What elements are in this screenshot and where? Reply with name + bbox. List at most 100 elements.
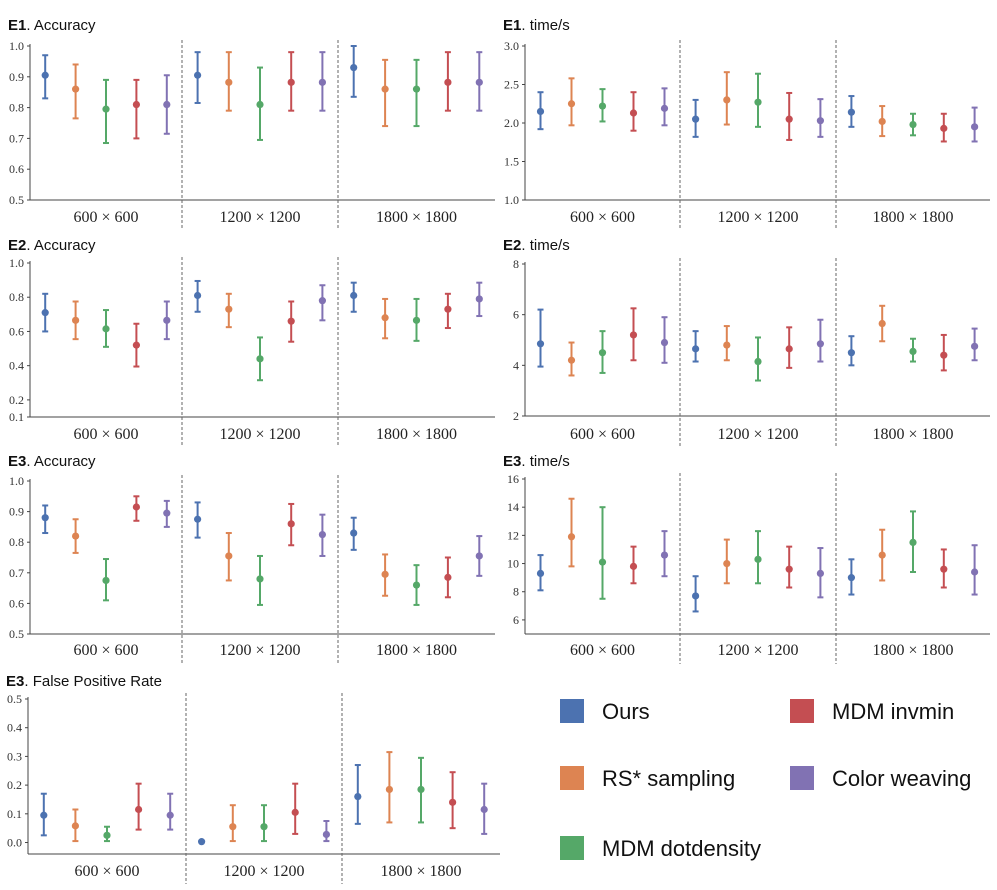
mean-marker <box>41 309 49 317</box>
errorbar-point-color-weaving <box>971 327 979 362</box>
legend-item-mdm-invmin: MDM invmin <box>790 699 954 724</box>
mean-marker <box>412 316 421 324</box>
errorbar-point-rs-sampling <box>567 77 576 127</box>
mean-marker <box>318 78 326 86</box>
errorbar-point-ours <box>692 98 700 138</box>
y-tick-label: 14 <box>507 500 519 514</box>
y-tick-label: 0.6 <box>9 324 24 338</box>
mean-marker <box>909 347 917 355</box>
panel-title-text: . time/s <box>521 237 569 254</box>
panel-title: E3. time/s <box>503 453 570 470</box>
errorbar-point-mdm-invmin <box>444 556 452 599</box>
panel-title: E2. time/s <box>503 237 570 254</box>
mean-marker <box>291 808 299 816</box>
errorbar-point-mdm-invmin <box>132 495 140 522</box>
mean-marker <box>567 533 576 541</box>
mean-marker <box>256 575 264 583</box>
mean-marker <box>40 811 48 819</box>
category-label: 600 × 600 <box>74 863 139 880</box>
errorbar-point-mdm-dotdensity <box>256 336 264 382</box>
errorbar-point-mdm-dotdensity <box>909 510 917 573</box>
mean-marker <box>909 538 917 547</box>
y-tick-label: 2.5 <box>504 78 519 92</box>
errorbar-point-mdm-dotdensity <box>754 72 762 128</box>
mean-marker <box>878 551 886 559</box>
errorbar-point-rs-sampling <box>878 105 886 138</box>
errorbar-point-mdm-dotdensity <box>598 330 607 374</box>
errorbar-point-mdm-dotdensity <box>412 58 421 128</box>
legend-swatch <box>560 766 584 790</box>
category-label: 1800 × 1800 <box>872 209 953 226</box>
mean-marker <box>41 514 49 522</box>
errorbar-point-color-weaving <box>318 284 326 322</box>
errorbar-point-mdm-invmin <box>449 771 457 830</box>
y-tick-label: 0.4 <box>9 359 24 373</box>
mean-marker <box>971 123 979 131</box>
y-tick-label: 0.6 <box>9 162 24 176</box>
legend-label: MDM dotdensity <box>602 836 761 861</box>
errorbar-point-mdm-invmin <box>132 78 140 140</box>
mean-marker <box>381 314 389 322</box>
y-tick-label: 0.2 <box>9 393 24 407</box>
legend-item-ours: Ours <box>560 699 650 724</box>
errorbar-point-color-weaving <box>163 74 171 135</box>
y-tick-label: 0.5 <box>7 692 22 706</box>
errorbar-point-mdm-invmin <box>287 51 295 112</box>
mean-marker <box>163 316 171 324</box>
errorbar-point-ours <box>198 838 206 846</box>
mean-marker <box>256 355 264 363</box>
mean-marker <box>350 529 358 537</box>
mean-marker <box>132 341 140 349</box>
mean-marker <box>692 115 700 123</box>
category-label: 1800 × 1800 <box>872 642 953 659</box>
errorbar-point-rs-sampling <box>72 63 80 120</box>
mean-marker <box>816 117 825 125</box>
mean-marker <box>318 530 326 539</box>
panel-title: E1. Accuracy <box>8 17 96 34</box>
mean-marker <box>785 115 793 123</box>
errorbar-point-ours <box>692 575 700 613</box>
y-tick-label: 16 <box>507 472 519 486</box>
errorbar-point-rs-sampling <box>381 553 389 597</box>
mean-marker <box>256 100 264 109</box>
errorbar-point-color-weaving <box>480 782 488 835</box>
errorbar-point-ours <box>194 279 202 313</box>
errorbar-point-mdm-invmin <box>444 292 452 330</box>
y-tick-label: 0.4 <box>7 721 22 735</box>
mean-marker <box>229 823 237 831</box>
mean-marker <box>754 357 762 366</box>
errorbar-point-color-weaving <box>660 316 669 364</box>
mean-marker <box>72 85 80 93</box>
errorbar-point-rs-sampling <box>229 804 237 843</box>
errorbar-point-rs-sampling <box>381 297 389 340</box>
y-tick-label: 0.8 <box>9 535 24 549</box>
mean-marker <box>132 503 140 511</box>
errorbar-point-ours <box>847 558 856 596</box>
mean-marker <box>444 573 452 581</box>
errorbar-point-mdm-invmin <box>629 307 638 362</box>
errorbar-point-mdm-dotdensity <box>102 309 110 348</box>
y-tick-label: 3.0 <box>504 39 519 53</box>
y-tick-label: 12 <box>507 528 519 542</box>
category-label: 1200 × 1200 <box>219 209 300 226</box>
errorbar-point-mdm-invmin <box>287 502 295 547</box>
mean-marker <box>660 551 669 559</box>
errorbar-point-ours <box>350 45 358 98</box>
panel-title-text: . time/s <box>521 453 569 470</box>
mean-marker <box>444 305 452 313</box>
mean-marker <box>629 331 638 339</box>
errorbar-point-mdm-dotdensity <box>102 78 110 145</box>
panel-title-text: . Accuracy <box>26 237 96 254</box>
mean-marker <box>72 316 80 324</box>
errorbar-point-rs-sampling <box>878 528 886 582</box>
category-label: 1800 × 1800 <box>376 209 457 226</box>
category-label: 1200 × 1200 <box>717 642 798 659</box>
errorbar-point-mdm-dotdensity <box>260 804 268 843</box>
mean-marker <box>598 102 607 110</box>
errorbar-point-ours <box>847 95 856 128</box>
errorbar-point-mdm-invmin <box>629 91 638 132</box>
panel-title: E2. Accuracy <box>8 237 96 254</box>
mean-marker <box>940 351 948 359</box>
panel-title-text: . Accuracy <box>26 453 96 470</box>
y-tick-label: 1.5 <box>504 155 519 169</box>
